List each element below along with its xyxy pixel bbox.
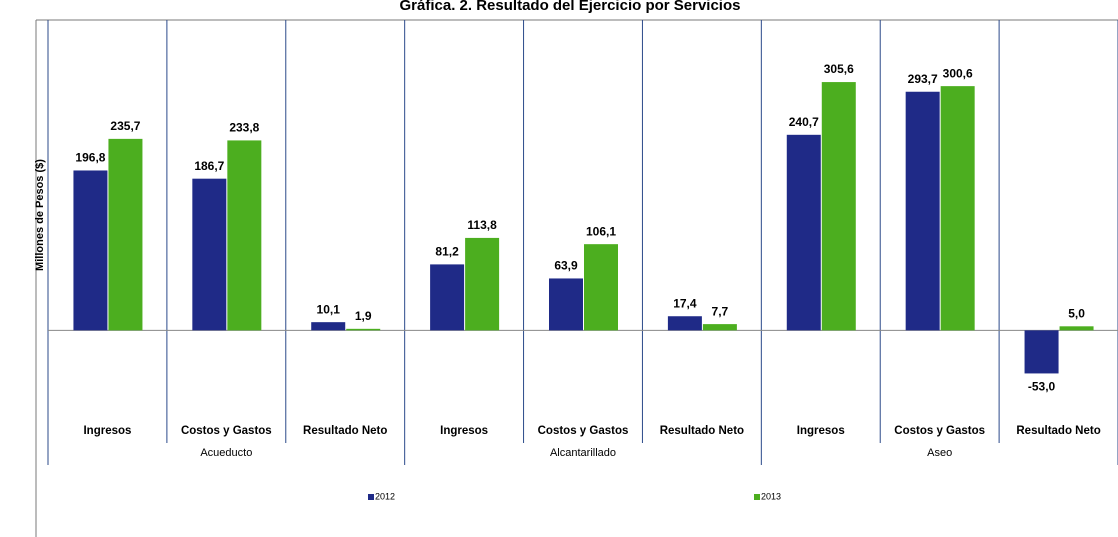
x-tick-label: Ingresos [83,425,131,437]
value-label: 196,8 [75,151,105,165]
x-tick-label: Resultado Neto [660,425,744,437]
bar [667,316,702,331]
value-label: 293,7 [908,72,938,86]
value-label: 81,2 [435,245,459,259]
bar [227,140,262,331]
value-label: 1,9 [355,309,372,323]
x-tick-label: Costos y Gastos [181,425,272,437]
bar [549,278,583,331]
value-label: 305,6 [824,62,854,76]
value-label: 7,7 [712,304,729,318]
legend-label: 2013 [761,491,781,501]
bar [584,244,618,331]
bar [108,138,143,331]
value-label: 186,7 [194,159,224,173]
value-label: 240,7 [789,115,819,129]
bar [905,91,940,331]
x-tick-label: Resultado Neto [1016,425,1100,437]
bar [430,264,465,331]
bar [786,134,821,331]
legend-swatch [368,494,374,500]
chart-title: Gráfica. 2. Resultado del Ejercicio por … [400,0,741,14]
value-label: 63,9 [554,259,578,273]
bar [192,178,227,331]
value-label: 5,0 [1068,306,1085,320]
group-label: Aseo [927,447,952,459]
bar [821,82,856,331]
legend-swatch [754,494,760,500]
bar [311,322,346,331]
bar [346,328,381,331]
value-label: 10,1 [317,302,341,316]
value-label: 17,4 [673,296,697,310]
y-axis-label: Millones de Pesos ($) [34,159,46,271]
value-label: -53,0 [1028,380,1056,394]
value-label: 233,8 [229,121,259,135]
bar [1024,330,1059,374]
x-tick-label: Costos y Gastos [538,425,629,437]
x-tick-label: Costos y Gastos [894,425,985,437]
x-tick-label: Resultado Neto [303,425,387,437]
group-label: Alcantarillado [550,447,616,459]
bar [940,86,975,331]
value-label: 300,6 [943,66,973,80]
bar [1059,326,1094,331]
x-tick-label: Ingresos [440,425,488,437]
group-label: Acueducto [200,447,252,459]
legend-label: 2012 [375,491,395,501]
bar [73,170,108,331]
bar [702,324,737,331]
value-label: 235,7 [110,119,140,133]
bar [465,237,500,331]
value-label: 113,8 [467,218,497,232]
value-label: 106,1 [586,224,616,238]
x-tick-label: Ingresos [797,425,845,437]
